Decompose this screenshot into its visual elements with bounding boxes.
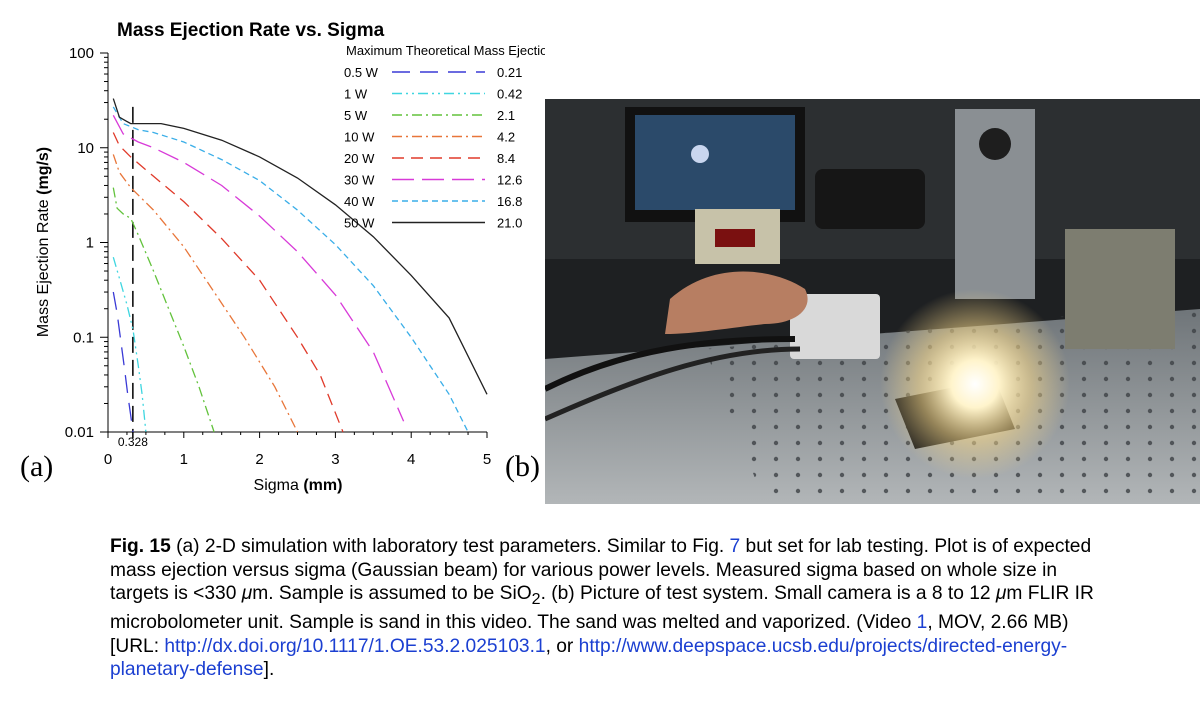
caption-fig-label: Fig. 15	[110, 536, 171, 557]
chart-series-layer	[112, 98, 488, 433]
legend-max-value: 16.8	[497, 194, 522, 209]
x-tick-label: 1	[180, 451, 188, 468]
chart-legend: Maximum Theoretical Mass Ejection Rate (…	[344, 43, 545, 231]
y-tick-label: 1	[86, 235, 94, 252]
series-line-20w	[112, 132, 344, 433]
figure-15: 100 10 1 0.1 0.01 0 1 2 3 4 5 0.328 Maximum Theoret…	[20, 20, 1200, 504]
panel-label-b: (b)	[505, 450, 540, 483]
y-tick-label: 10	[77, 140, 94, 157]
x-tick-label: 2	[255, 451, 263, 468]
legend-series-name: 0.5 W	[344, 65, 379, 80]
y-axis-label: Mass Ejection Rate (mg/s)	[35, 147, 52, 337]
legend-series-name: 5 W	[344, 108, 368, 123]
x-tick-label: 5	[483, 451, 491, 468]
chart-title: Mass Ejection Rate vs. Sigma	[117, 20, 385, 41]
series-line-40w	[112, 106, 469, 433]
series-line-50w	[112, 98, 488, 395]
caption-text-5: m FLIR IR microbolometer unit. Sample is…	[110, 583, 1094, 634]
y-tick-label: 0.01	[65, 424, 94, 441]
legend-max-value: 0.21	[497, 65, 522, 80]
series-line-10w	[112, 154, 299, 433]
series-line-0.5w	[112, 291, 134, 433]
legend-max-value: 2.1	[497, 108, 515, 123]
legend-series-name: 50 W	[344, 216, 375, 231]
series-line-30w	[112, 114, 405, 422]
flir-camera	[790, 294, 880, 359]
mu-symbol-2: μ	[995, 583, 1007, 604]
legend-series-name: 1 W	[344, 87, 368, 102]
panel-label-a: (a)	[20, 450, 54, 483]
legend-max-value: 4.2	[497, 130, 515, 145]
legend-max-value: 12.6	[497, 173, 522, 188]
series-line-5w	[112, 187, 215, 433]
mu-symbol-1: μ	[241, 583, 253, 604]
legend-series-name: 30 W	[344, 173, 375, 188]
doi-url-link[interactable]: http://dx.doi.org/10.1117/1.OE.53.2.0251…	[164, 635, 546, 657]
caption-text-6: , MOV, 2.66 MB) [URL:	[110, 612, 1069, 657]
x-tick-label: 0	[104, 451, 112, 468]
cylinder-camera	[815, 169, 925, 229]
y-tick-label: 0.1	[73, 329, 94, 346]
video-1-link[interactable]: 1	[916, 612, 928, 634]
chart-axes	[107, 53, 487, 433]
figure-caption: Fig. 15 (a) 2-D simulation with laborato…	[110, 535, 1110, 682]
legend-max-value: 0.42	[497, 87, 522, 102]
caption-text-2: but set for lab testing. Plot is of expe…	[110, 536, 1092, 604]
legend-max-value: 21.0	[497, 216, 522, 231]
x-axis-label: Sigma (mm)	[254, 477, 343, 494]
subscript-2: 2	[531, 590, 541, 608]
caption-text-1: (a) 2-D simulation with laboratory test …	[170, 536, 730, 557]
legend-series-name: 20 W	[344, 151, 375, 166]
sigma-reference-label: 0.328	[118, 435, 148, 449]
legend-series-name: 10 W	[344, 130, 375, 145]
legend-series-name: 40 W	[344, 194, 375, 209]
caption-text-7: , or	[545, 635, 579, 657]
legend-title: Maximum Theoretical Mass Ejection Rate (…	[346, 43, 545, 58]
mass-ejection-chart: 100 10 1 0.1 0.01 0 1 2 3 4 5 0.328 Maximum Theoret…	[35, 20, 545, 494]
legend-max-value: 8.4	[497, 151, 515, 166]
laser-glow	[880, 289, 1070, 479]
caption-text-4: . (b) Picture of test system. Small came…	[540, 583, 996, 604]
x-tick-label: 4	[407, 451, 415, 468]
monitor-image	[625, 107, 805, 222]
series-line-1w	[112, 257, 147, 433]
hand	[665, 271, 808, 334]
chart-ticks: 100 10 1 0.1 0.01 0 1 2 3 4 5 0.328	[65, 45, 491, 468]
photo-illustration	[545, 99, 1200, 504]
x-tick-label: 3	[331, 451, 339, 468]
deepspace-url-link[interactable]: http://www.deepspace.ucsb.edu/projects/d…	[110, 635, 1068, 681]
y-tick-label: 100	[69, 45, 94, 62]
fig-7-link[interactable]: 7	[729, 536, 741, 557]
caption-text-3: m. Sample is assumed to be SiO	[252, 583, 532, 604]
caption-text-8: ].	[263, 659, 275, 681]
test-system-photo	[545, 99, 1200, 504]
